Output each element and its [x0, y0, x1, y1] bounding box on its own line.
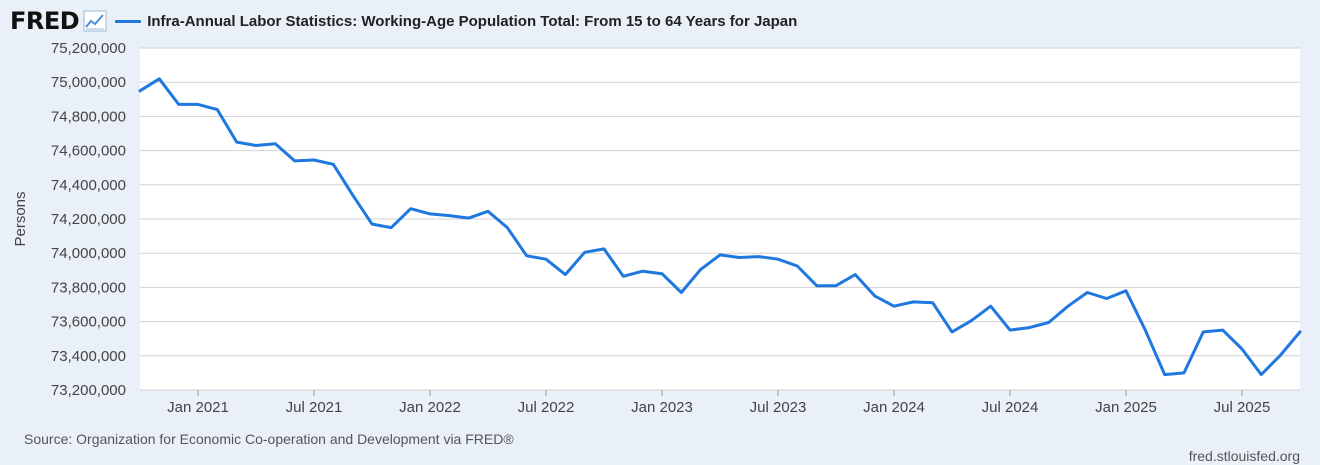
x-tick-label: Jul 2025: [1214, 399, 1271, 416]
x-tick-label: Jan 2024: [863, 399, 925, 416]
series-line[interactable]: [138, 77, 1302, 377]
chart-line-icon: [83, 10, 107, 32]
y-tick-label: 74,800,000: [51, 108, 126, 125]
source-note: Source: Organization for Economic Co-ope…: [24, 431, 514, 447]
x-tick-label: Jan 2023: [631, 399, 693, 416]
y-tick-label: 74,200,000: [51, 211, 126, 228]
x-tick-label: Jul 2024: [982, 399, 1039, 416]
y-axis: 73,200,000 73,400,000 73,600,000 73,800,000…: [51, 40, 126, 399]
y-tick-label: 74,000,000: [51, 245, 126, 262]
x-tick-label: Jul 2022: [518, 399, 575, 416]
x-tick-label: Jan 2021: [167, 399, 229, 416]
y-tick-label: 74,600,000: [51, 143, 126, 160]
x-tick-label: Jul 2023: [750, 399, 807, 416]
y-tick-label: 75,200,000: [51, 40, 126, 57]
y-tick-label: 75,000,000: [51, 74, 126, 91]
gridlines: [140, 47, 1300, 391]
y-axis-label: Persons: [12, 191, 29, 246]
x-tick-label: Jul 2021: [286, 399, 343, 416]
x-tick-label: Jan 2025: [1095, 399, 1157, 416]
y-tick-label: 73,600,000: [51, 314, 126, 331]
site-url[interactable]: fred.stlouisfed.org: [1188, 448, 1300, 464]
chart-header: FRED Infra-Annual Labor Statistics: Work…: [10, 6, 797, 36]
x-axis: Jan 2021 Jul 2021 Jan 2022 Jul 2022 Jan 2023…: [167, 390, 1270, 416]
y-tick-label: 73,400,000: [51, 348, 126, 365]
x-tick-label: Jan 2022: [399, 399, 461, 416]
y-tick-label: 73,200,000: [51, 382, 126, 399]
fred-logo[interactable]: FRED: [10, 7, 80, 35]
y-tick-label: 74,400,000: [51, 177, 126, 194]
legend-swatch: [115, 19, 142, 23]
line-chart: 73,200,000 73,400,000 73,600,000 73,800,000…: [12, 40, 1302, 416]
series-title[interactable]: Infra-Annual Labor Statistics: Working-A…: [147, 12, 798, 30]
y-tick-label: 73,800,000: [51, 279, 126, 296]
